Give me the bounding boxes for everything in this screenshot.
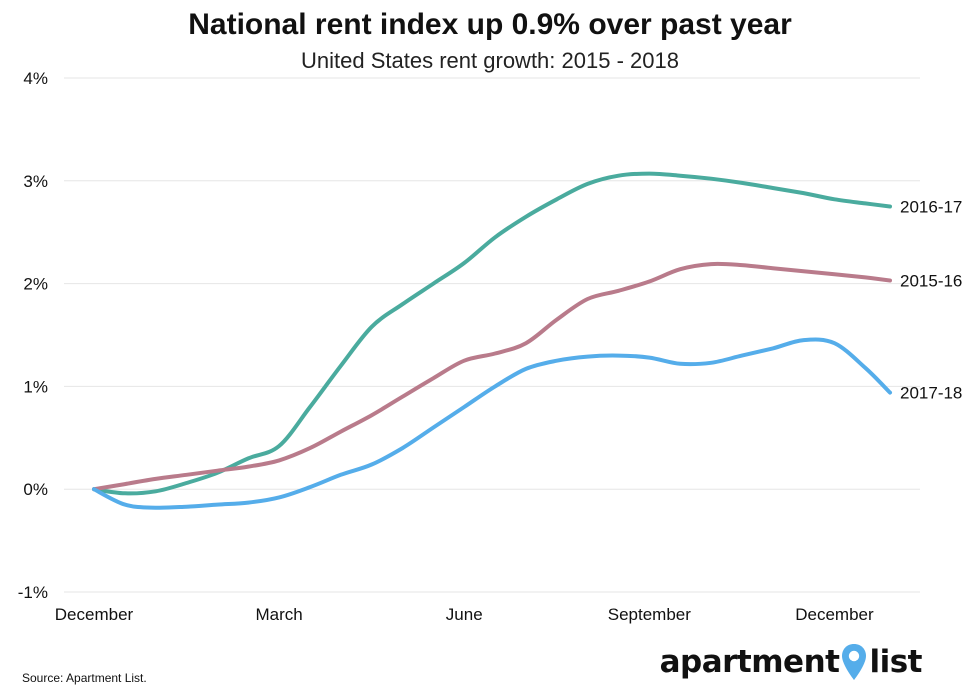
series-label-2016-17: 2016-17 <box>900 198 962 217</box>
series-line-2016-17 <box>92 171 892 496</box>
x-tick-label: June <box>446 605 483 624</box>
x-tick-label: December <box>795 605 874 624</box>
y-axis-ticks: 4% 3% 2% 1% 0% -1% <box>18 69 48 602</box>
map-pin-icon <box>842 644 867 680</box>
source-note: Source: Apartment List. <box>22 671 147 685</box>
series-line-2017-18 <box>92 337 892 510</box>
brand-word-apartment: apartment <box>659 644 840 680</box>
series-lines <box>92 171 892 510</box>
series-label-2017-18: 2017-18 <box>900 384 962 403</box>
gridlines <box>64 77 920 593</box>
series-label-2015-16: 2015-16 <box>900 272 962 291</box>
y-tick-label: 4% <box>23 69 48 88</box>
y-tick-label: 0% <box>23 480 48 499</box>
y-tick-label: -1% <box>18 583 48 602</box>
x-tick-label: March <box>255 605 302 624</box>
x-tick-label: December <box>55 605 134 624</box>
y-tick-label: 1% <box>23 377 48 396</box>
y-tick-label: 3% <box>23 172 48 191</box>
chart-subtitle: United States rent growth: 2015 - 2018 <box>301 48 679 73</box>
series-labels: 2016-17 2015-16 2017-18 <box>900 198 962 403</box>
brand-word-list: list <box>869 644 922 680</box>
x-axis-ticks: December March June September December <box>55 605 874 624</box>
apartment-list-logo: apartment list <box>660 640 922 684</box>
y-tick-label: 2% <box>23 275 48 294</box>
x-tick-label: September <box>608 605 691 624</box>
series-line-2015-16 <box>92 261 892 492</box>
chart-title: National rent index up 0.9% over past ye… <box>188 8 792 41</box>
